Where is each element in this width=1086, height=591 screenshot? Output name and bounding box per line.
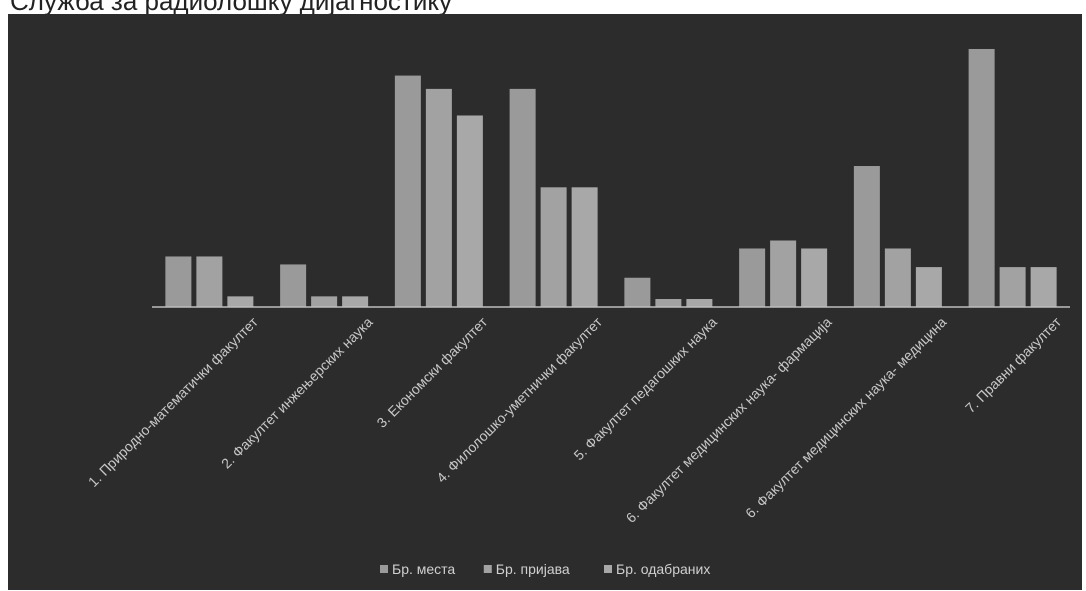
bar-2-6 (770, 240, 797, 307)
legend-label: Бр. одабраних (616, 561, 710, 577)
bar-3-3 (456, 115, 483, 307)
bar-3-5 (686, 299, 713, 307)
bar-3-8 (1030, 267, 1057, 307)
legend-swatch (483, 565, 492, 573)
bar-1-4 (509, 88, 536, 307)
bars-group (165, 48, 1057, 307)
bar-2-1 (196, 256, 223, 307)
bar-1-3 (394, 75, 421, 307)
bar-1-8 (968, 48, 995, 307)
legend-swatch (380, 565, 388, 573)
bar-3-7 (915, 267, 942, 307)
bar-1-5 (624, 277, 651, 307)
bar-1-7 (853, 166, 880, 307)
page-heading: Служба за радиолошку дијагностику (10, 0, 453, 16)
x-tick-label: 7. Правни факултет (962, 313, 1065, 416)
bar-3-4 (571, 187, 598, 307)
legend-label: Бр. пријава (496, 561, 570, 577)
legend-label: Бр. места (392, 561, 455, 577)
bar-1-6 (739, 248, 766, 307)
legend: Бр. места Бр. пријава Бр. одабраних (380, 561, 710, 577)
bar-3-6 (801, 248, 828, 307)
legend-swatch (604, 565, 612, 573)
x-tick-label: 6. Факултет медицинских наука- фармација (623, 314, 835, 526)
bar-2-7 (884, 248, 911, 307)
bar-2-5 (655, 299, 682, 307)
x-tick-label: 6. Факултет медицинских наука- медицина (742, 314, 949, 521)
bar-2-8 (999, 267, 1026, 307)
bar-1-1 (165, 256, 192, 307)
x-tick-label: 3. Економски факултет (373, 313, 490, 430)
bar-2-4 (540, 187, 567, 307)
bar-2-3 (425, 88, 452, 307)
bar-3-2 (342, 296, 369, 307)
chart-container: 1. Природно-математички факултет 2. Факул… (8, 14, 1082, 590)
bar-2-2 (311, 296, 338, 307)
bar-3-1 (227, 296, 254, 307)
bar-1-2 (280, 264, 307, 307)
